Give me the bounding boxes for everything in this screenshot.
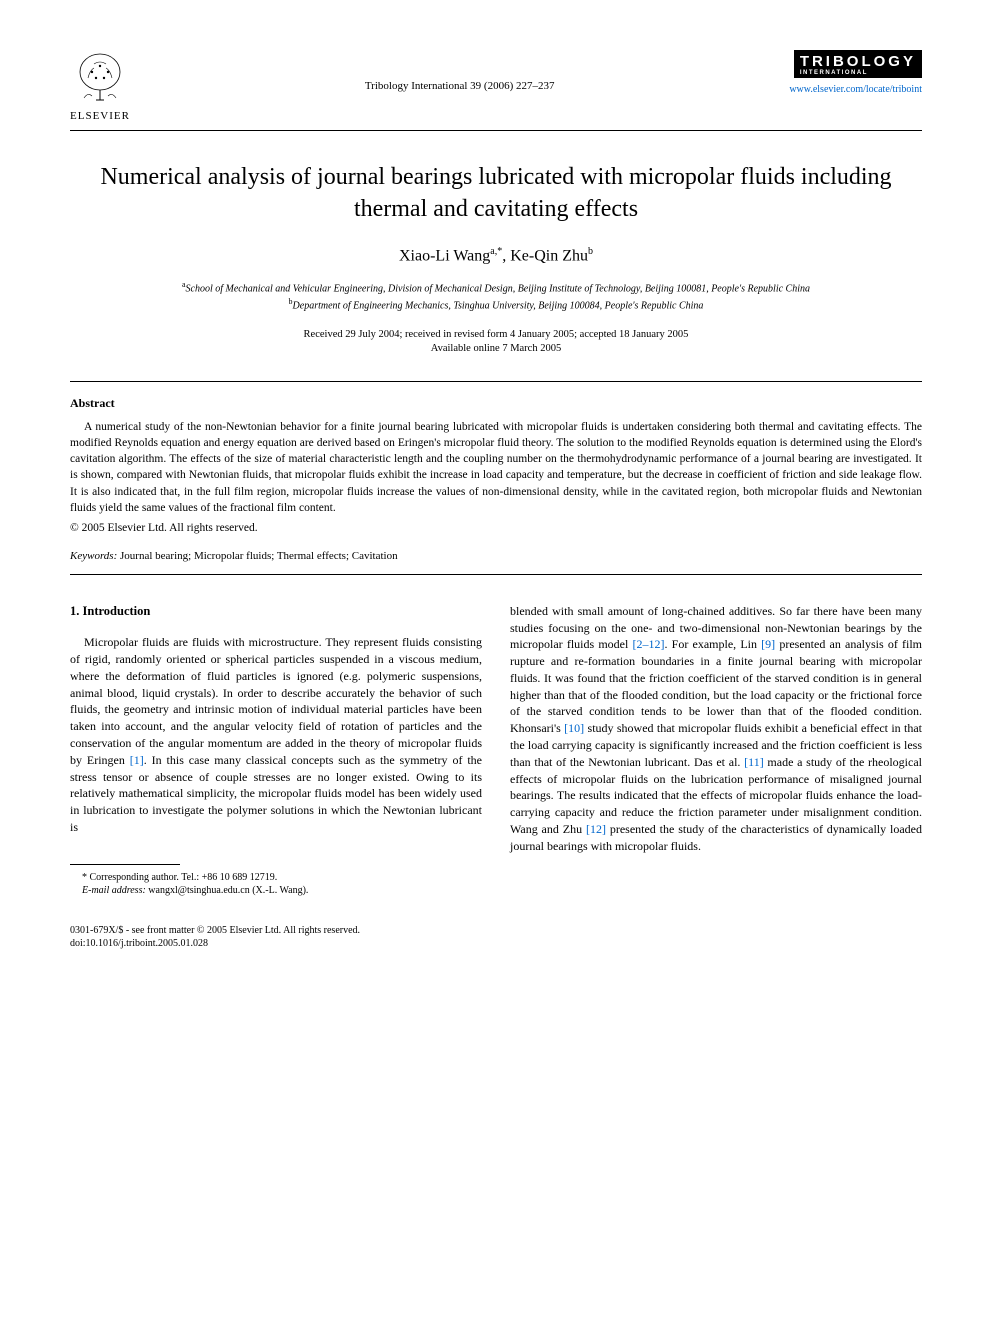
journal-brand-block: TRIBOLOGY INTERNATIONAL www.elsevier.com…: [789, 50, 922, 95]
body-columns: 1. Introduction Micropolar fluids are fl…: [70, 603, 922, 898]
keywords-text: Journal bearing; Micropolar fluids; Ther…: [120, 550, 398, 562]
ref-link-11[interactable]: [11]: [744, 755, 764, 769]
email-value: wangxl@tsinghua.edu.cn (X.-L. Wang).: [148, 885, 308, 896]
intro-para-2: blended with small amount of long-chaine…: [510, 603, 922, 855]
ref-link-9[interactable]: [9]: [761, 637, 775, 651]
publisher-name: ELSEVIER: [70, 110, 130, 122]
abstract-bottom-rule: [70, 574, 922, 575]
keywords: Keywords: Journal bearing; Micropolar fl…: [70, 550, 922, 562]
footer-doi: doi:10.1016/j.triboint.2005.01.028: [70, 937, 922, 951]
email-label: E-mail address:: [82, 885, 146, 896]
ref-link-10[interactable]: [10]: [564, 721, 584, 735]
footer-front-matter: 0301-679X/$ - see front matter © 2005 El…: [70, 924, 922, 938]
affiliation-a: School of Mechanical and Vehicular Engin…: [186, 283, 810, 294]
author-2: Ke-Qin Zhu: [510, 247, 588, 264]
elsevier-logo: ELSEVIER: [70, 50, 130, 122]
article-title: Numerical analysis of journal bearings l…: [90, 161, 902, 226]
abstract-copyright: © 2005 Elsevier Ltd. All rights reserved…: [70, 522, 922, 534]
column-right: blended with small amount of long-chaine…: [510, 603, 922, 898]
dates-online: Available online 7 March 2005: [70, 342, 922, 357]
elsevier-tree-icon: [70, 50, 130, 108]
affiliations: aSchool of Mechanical and Vehicular Engi…: [70, 279, 922, 314]
journal-brand-sub: INTERNATIONAL: [800, 70, 916, 76]
dates-received: Received 29 July 2004; received in revis…: [70, 328, 922, 343]
abstract-top-rule: [70, 381, 922, 382]
section-heading-intro: 1. Introduction: [70, 603, 482, 621]
page-footer: 0301-679X/$ - see front matter © 2005 El…: [70, 924, 922, 951]
column-left: 1. Introduction Micropolar fluids are fl…: [70, 603, 482, 898]
ref-link-12[interactable]: [12]: [586, 822, 606, 836]
intro-para-1: Micropolar fluids are fluids with micros…: [70, 634, 482, 836]
author-2-sup: b: [588, 246, 593, 257]
intro-text-2b: . For example, Lin: [665, 637, 762, 651]
email-footnote: E-mail address: wangxl@tsinghua.edu.cn (…: [70, 884, 482, 898]
keywords-label: Keywords:: [70, 550, 117, 562]
affiliation-b: Department of Engineering Mechanics, Tsi…: [293, 301, 704, 312]
ref-link-2-12[interactable]: [2–12]: [633, 637, 665, 651]
journal-brand: TRIBOLOGY: [800, 54, 916, 69]
author-1: Xiao-Li Wang: [399, 247, 490, 264]
top-rule: [70, 130, 922, 131]
journal-url-link[interactable]: www.elsevier.com/locate/triboint: [789, 84, 922, 95]
author-1-sup: a,*: [490, 246, 502, 257]
abstract-text: A numerical study of the non-Newtonian b…: [70, 419, 922, 516]
header-row: ELSEVIER Tribology International 39 (200…: [70, 50, 922, 122]
intro-text-1a: Micropolar fluids are fluids with micros…: [70, 635, 482, 767]
ref-link-1[interactable]: [1]: [130, 753, 144, 767]
journal-brand-box: TRIBOLOGY INTERNATIONAL: [794, 50, 922, 78]
authors: Xiao-Li Wanga,*, Ke-Qin Zhub: [70, 246, 922, 265]
journal-citation: Tribology International 39 (2006) 227–23…: [365, 50, 555, 92]
corresponding-footnote: * Corresponding author. Tel.: +86 10 689…: [70, 871, 482, 885]
article-dates: Received 29 July 2004; received in revis…: [70, 328, 922, 357]
footnote-rule: [70, 864, 180, 865]
abstract-heading: Abstract: [70, 396, 922, 411]
